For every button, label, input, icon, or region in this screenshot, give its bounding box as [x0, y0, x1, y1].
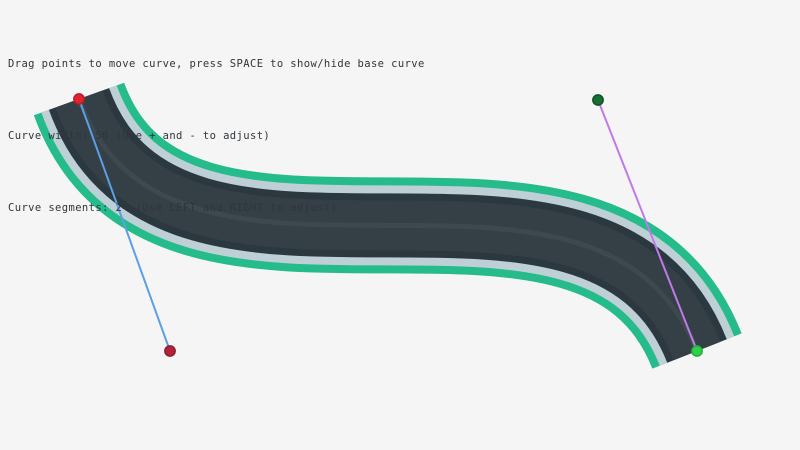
start-control-point[interactable] [164, 345, 176, 357]
hud-curve-width-line: Curve width: 50 (Use + and - to adjust) [8, 130, 271, 142]
hud-instruction-line: Drag points to move curve, press SPACE t… [8, 58, 425, 70]
control-handles [78, 98, 698, 352]
instructions-hud: Drag points to move curve, press SPACE t… [8, 4, 425, 268]
end-control-point[interactable] [592, 94, 604, 106]
start-tangent-line [78, 98, 171, 352]
road-center-line [76, 98, 700, 352]
road [33, 80, 742, 371]
hud-curve-segments-line: Curve segments: 24 (Use LEFT and RIGHT t… [8, 202, 338, 214]
control-points [73, 93, 703, 357]
start-anchor-point[interactable] [73, 93, 85, 105]
end-anchor-point[interactable] [691, 345, 703, 357]
end-tangent-line [597, 99, 698, 352]
